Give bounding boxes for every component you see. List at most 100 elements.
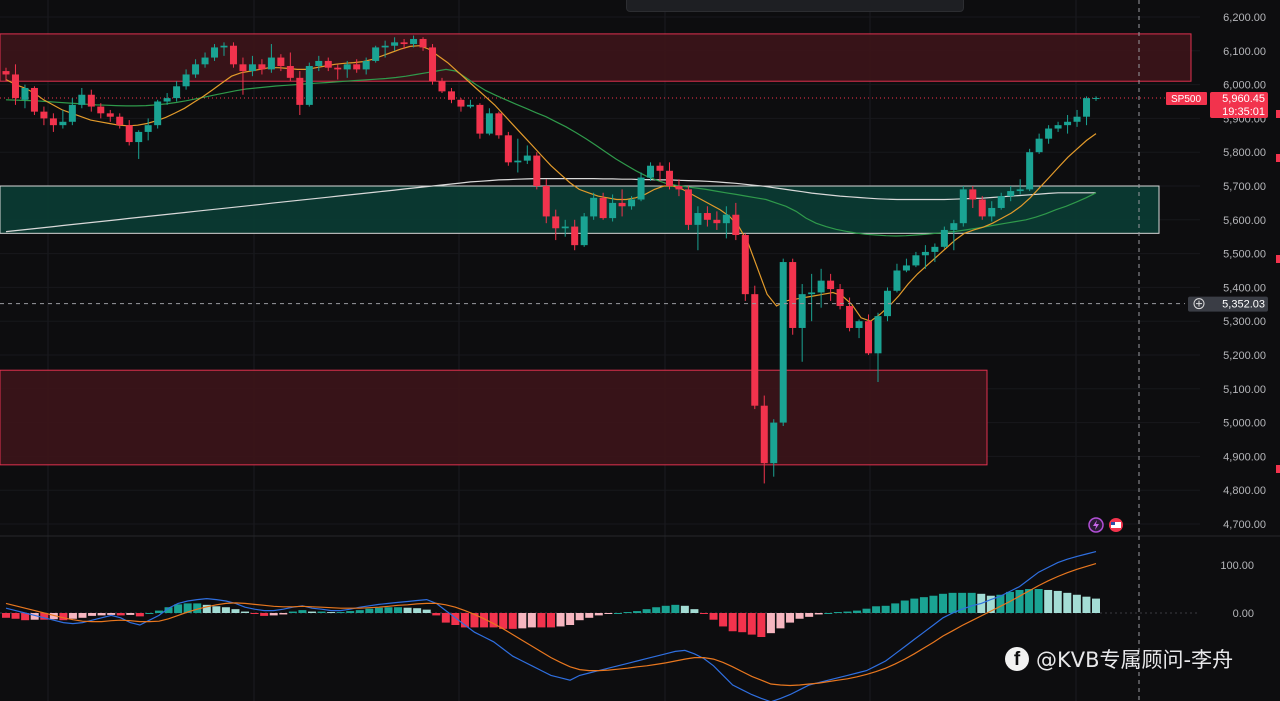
drawing-toolbar[interactable] (626, 0, 964, 12)
macd-histogram-bar (183, 603, 192, 613)
candle-body (1035, 138, 1043, 153)
candle-body (11, 74, 19, 99)
macd-histogram-bar (422, 609, 431, 613)
macd-histogram-bar (298, 610, 307, 613)
macd-histogram-bar (958, 592, 967, 613)
candle-body (883, 290, 891, 317)
candle-body (713, 219, 721, 224)
candle-90 (855, 319, 863, 339)
macd-histogram-bar (135, 613, 144, 617)
candle-body (87, 94, 95, 107)
candle-109 (1035, 133, 1043, 154)
y-tick-label: 6,100.00 (1223, 46, 1266, 58)
candle-25 (239, 57, 247, 95)
macd-histogram-bar (814, 613, 823, 615)
candle-95 (902, 258, 910, 273)
candle-body (154, 101, 162, 126)
candle-46 (438, 77, 446, 94)
macd-line (5, 551, 1097, 701)
price-axis[interactable]: 6,200.006,100.006,000.005,900.005,800.00… (1220, 12, 1280, 620)
candle-body (248, 64, 256, 72)
candle-body (315, 60, 323, 67)
candle-67 (637, 172, 645, 202)
candle-body (419, 38, 427, 48)
candle-body (684, 189, 692, 225)
macd-histogram-bar (154, 610, 163, 613)
candle-body (144, 125, 152, 132)
macd-histogram-bar (805, 613, 814, 617)
macd-histogram-bar (1063, 592, 1072, 613)
candle-49 (466, 99, 474, 109)
candle-body (580, 216, 588, 246)
candle-91 (865, 314, 873, 355)
candle-body (1064, 121, 1072, 126)
candle-body (353, 64, 361, 70)
y-tick-label: 5,700.00 (1223, 181, 1266, 193)
candle-body (865, 321, 873, 354)
candle-74 (703, 206, 711, 227)
macd-histogram-bar (107, 613, 116, 615)
candle-93 (883, 287, 891, 322)
candle-body (1054, 125, 1062, 129)
candle-body (732, 214, 740, 236)
candle-body (277, 57, 285, 67)
candle-body (324, 60, 332, 68)
macd-histogram-bar (891, 603, 900, 613)
macd-histogram-bar (939, 593, 948, 613)
candle-98 (931, 243, 939, 263)
candle-54 (514, 138, 522, 173)
candle-32 (305, 62, 313, 107)
macd-histogram-bar (594, 613, 603, 616)
y-tick-label: 5,600.00 (1223, 215, 1266, 227)
candle-12 (116, 113, 124, 129)
macd-histogram-bar (384, 607, 393, 613)
candle-5 (49, 113, 57, 132)
candle-61 (580, 213, 588, 247)
candle-66 (628, 196, 636, 210)
candle-body (334, 67, 342, 70)
candle-86 (817, 268, 825, 308)
candle-64 (609, 194, 617, 222)
candle-84 (798, 284, 806, 362)
candle-55 (523, 145, 531, 165)
candle-8 (78, 87, 86, 109)
macd-histogram-bar (288, 611, 297, 613)
macd-histogram-bar (212, 606, 221, 613)
candle-body (296, 77, 304, 105)
macd-histogram-bar (145, 613, 154, 614)
lightning-glyph (1093, 520, 1099, 530)
macd-histogram-bar (1053, 590, 1062, 613)
candle-21 (201, 52, 209, 68)
candle-1 (11, 64, 19, 105)
macd-histogram-bar (680, 605, 689, 613)
macd-histogram-bar (900, 600, 909, 613)
y-tick-label: 5,400.00 (1223, 282, 1266, 294)
ma-green-line (5, 68, 1097, 237)
candle-101 (959, 186, 967, 227)
macd-histogram-bar (269, 613, 278, 616)
candle-50 (476, 103, 484, 139)
macd-histogram-bar (537, 613, 546, 628)
candle-body (921, 251, 929, 256)
candle-87 (827, 273, 835, 301)
candle-108 (1026, 148, 1034, 192)
candle-81 (770, 419, 778, 477)
candle-63 (599, 192, 607, 220)
macd-histogram-bar (116, 613, 125, 616)
event-icons[interactable] (1088, 517, 1123, 533)
candle-body (40, 111, 48, 119)
macd-histogram-bar (1034, 589, 1043, 613)
candle-body (893, 270, 901, 291)
candle-42 (400, 38, 408, 50)
candle-body (817, 280, 825, 293)
macd-histogram-bar (49, 613, 58, 620)
macd-tick-label: 0.00 (1233, 608, 1254, 620)
macd-histogram-bar (738, 613, 747, 633)
candle-body (267, 57, 275, 70)
macd-histogram-bar (11, 613, 20, 619)
candle-body (476, 104, 484, 134)
macd-histogram-bar (88, 613, 97, 616)
candle-24 (229, 42, 237, 68)
candle-99 (940, 226, 948, 249)
